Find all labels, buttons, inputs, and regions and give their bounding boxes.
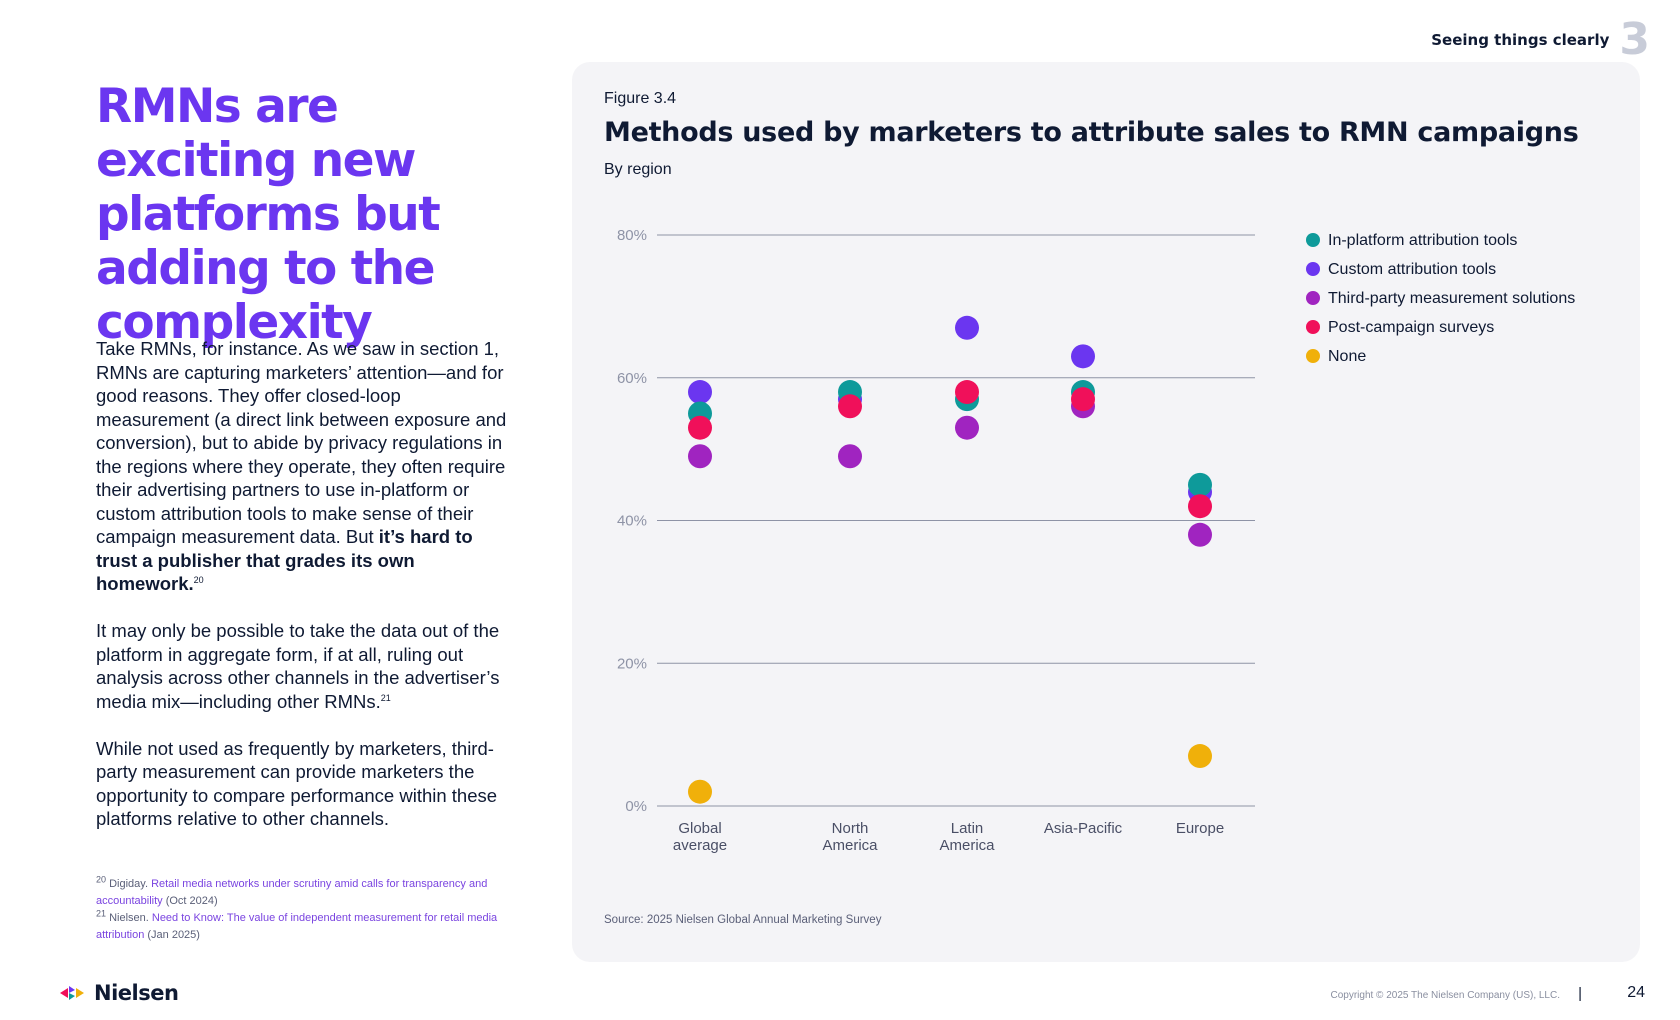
x-tick-label: Global (678, 820, 721, 837)
nielsen-wordmark: Nielsen (94, 981, 179, 1005)
y-tick-label: 40% (617, 513, 647, 530)
data-point (955, 415, 979, 440)
footnote-21: 21 Nielsen. Need to Know: The value of i… (96, 908, 526, 944)
footnote-ref-21[interactable]: 21 (380, 692, 391, 703)
x-tick-label: Latin (951, 820, 984, 837)
data-point (955, 380, 979, 405)
section-number: 3 (1619, 14, 1650, 65)
footnote-ref-20[interactable]: 20 (193, 574, 204, 585)
copyright: Copyright © 2025 The Nielsen Company (US… (1330, 990, 1560, 1001)
data-point (1188, 744, 1212, 769)
x-tick-label: America (822, 837, 878, 854)
chart-canvas: 0%20%40%60%80%GlobalaverageNorthAmericaL… (617, 227, 1575, 854)
legend-label: None (1328, 348, 1366, 365)
y-tick-label: 60% (617, 370, 647, 387)
y-tick-label: 80% (617, 227, 647, 244)
data-point (838, 394, 862, 419)
body-text: Take RMNs, for instance. As we saw in se… (96, 337, 516, 854)
data-point (688, 380, 712, 405)
footnote-date: (Oct 2024) (162, 895, 218, 907)
paragraph-3: While not used as frequently by marketer… (96, 737, 498, 830)
figure-source: Source: 2025 Nielsen Global Annual Marke… (604, 914, 882, 926)
legend-marker (1306, 233, 1320, 247)
nielsen-mark-icon (60, 986, 84, 1000)
legend-label: Post-campaign surveys (1328, 319, 1494, 336)
footnote-20: 20 Digiday. Retail media networks under … (96, 874, 526, 910)
section-header: Seeing things clearly 3 (1431, 18, 1650, 62)
x-tick-label: average (673, 837, 727, 854)
figure-title: Methods used by marketers to attribute s… (604, 117, 1579, 148)
legend-label: Third-party measurement solutions (1328, 290, 1575, 307)
data-point (688, 779, 712, 804)
legend-marker (1306, 262, 1320, 276)
data-point (1071, 387, 1095, 412)
footnote-source: Nielsen. (109, 912, 152, 924)
paragraph-1-bold: it’s hard to trust a publisher that grad… (96, 526, 473, 594)
nielsen-logo: Nielsen (60, 981, 179, 1005)
data-point (955, 315, 979, 340)
data-point (688, 444, 712, 469)
x-tick-label: Asia-Pacific (1044, 820, 1123, 837)
data-point (1188, 494, 1212, 519)
section-title: Seeing things clearly (1431, 31, 1610, 49)
legend-marker (1306, 291, 1320, 305)
legend-marker (1306, 349, 1320, 363)
footnote-date: (Jan 2025) (144, 929, 200, 941)
footnote-number: 21 (96, 908, 107, 919)
figure-subtitle: By region (604, 161, 672, 178)
y-tick-label: 20% (617, 655, 647, 672)
data-point (1188, 472, 1212, 497)
footnote-source: Digiday. (109, 878, 152, 890)
legend-label: Custom attribution tools (1328, 261, 1496, 278)
footnotes: 20 Digiday. Retail media networks under … (96, 874, 526, 944)
legend-label: In-platform attribution tools (1328, 232, 1517, 249)
x-tick-label: Europe (1176, 820, 1224, 837)
paragraph-1-text: Take RMNs, for instance. As we saw in se… (96, 338, 507, 547)
x-tick-label: America (939, 837, 995, 854)
footnote-number: 20 (96, 874, 107, 885)
page-separator: | (1578, 985, 1582, 1002)
footnote-link[interactable]: Need to Know: The value of independent m… (96, 912, 498, 941)
footnote-link[interactable]: Retail media networks under scrutiny ami… (96, 878, 488, 907)
data-point (838, 444, 862, 469)
data-point (1071, 344, 1095, 369)
data-point (688, 415, 712, 440)
page-number: 24 (1627, 984, 1645, 1001)
figure-label: Figure 3.4 (604, 90, 677, 107)
y-tick-label: 0% (625, 798, 647, 815)
paragraph-2: It may only be possible to take the data… (96, 619, 516, 713)
figure-card: Figure 3.4 Methods used by marketers to … (572, 62, 1640, 962)
x-tick-label: North (832, 820, 869, 837)
data-point (1188, 522, 1212, 547)
paragraph-1: Take RMNs, for instance. As we saw in se… (96, 337, 516, 596)
page-headline: RMNs are exciting new platforms but addi… (96, 79, 441, 350)
paragraph-2-text: It may only be possible to take the data… (96, 620, 500, 712)
legend-marker (1306, 320, 1320, 334)
